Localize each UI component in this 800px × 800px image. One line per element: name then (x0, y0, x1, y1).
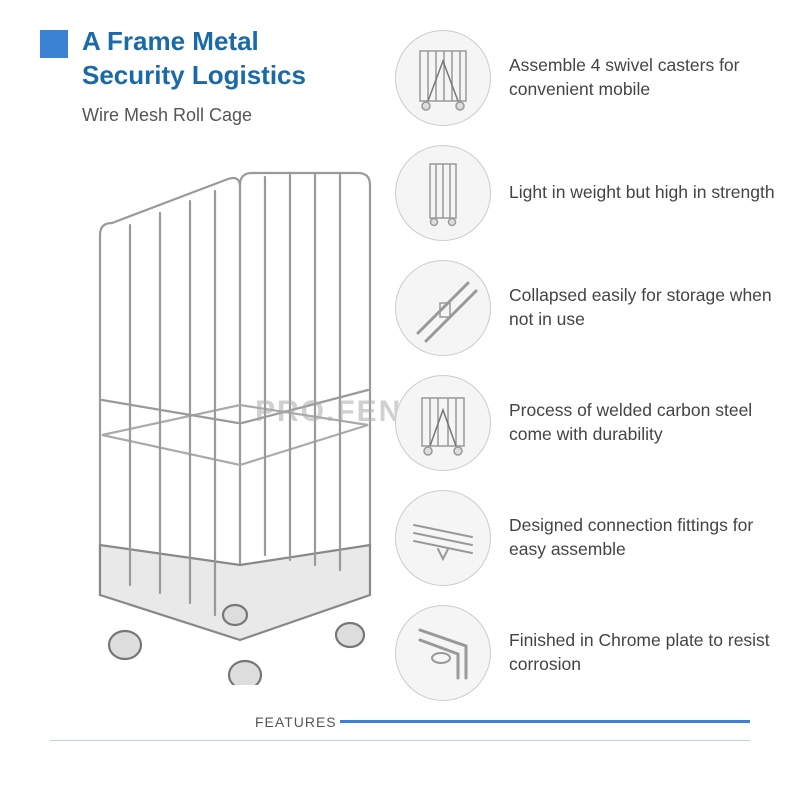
weld-mesh-icon (395, 375, 491, 471)
feature-item: Process of welded carbon steel come with… (395, 365, 775, 480)
product-illustration (40, 165, 380, 685)
feature-item: Finished in Chrome plate to resist corro… (395, 595, 775, 710)
accent-square-icon (40, 30, 68, 58)
feature-item: Designed connection fittings for easy as… (395, 480, 775, 595)
feature-text: Light in weight but high in strength (509, 181, 775, 205)
feature-text: Finished in Chrome plate to resist corro… (509, 629, 775, 676)
feature-text: Process of welded carbon steel come with… (509, 399, 775, 446)
cage-tall-icon (395, 145, 491, 241)
horizontal-rule-thin (50, 740, 750, 741)
feature-text: Designed connection fittings for easy as… (509, 514, 775, 561)
wire-hook-icon (395, 490, 491, 586)
joint-diag-icon (395, 260, 491, 356)
horizontal-rule (340, 720, 750, 723)
features-label: FEATURES (255, 714, 337, 730)
title-block: A Frame Metal Security Logistics (40, 25, 306, 93)
title-line2: Security Logistics (82, 59, 306, 93)
feature-text: Collapsed easily for storage when not in… (509, 284, 775, 331)
feature-list: Assemble 4 swivel casters for convenient… (395, 20, 775, 710)
feature-item: Assemble 4 swivel casters for convenient… (395, 20, 775, 135)
feature-text: Assemble 4 swivel casters for convenient… (509, 54, 775, 101)
feature-item: Collapsed easily for storage when not in… (395, 250, 775, 365)
title-line1: A Frame Metal (82, 25, 306, 59)
feature-item: Light in weight but high in strength (395, 135, 775, 250)
frame-corner-icon (395, 605, 491, 701)
cage-front-icon (395, 30, 491, 126)
